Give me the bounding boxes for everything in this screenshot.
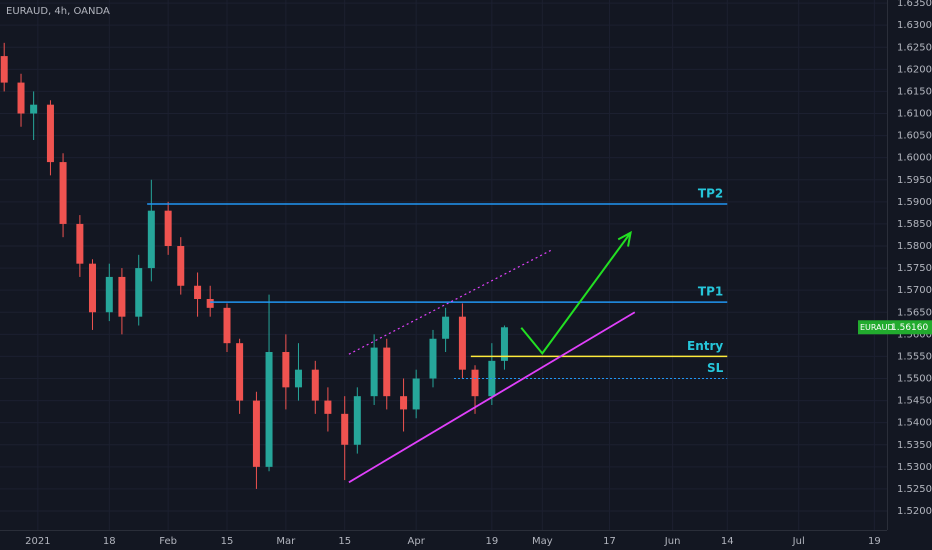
candle-body: [17, 82, 25, 114]
y-tick-label: 1.60000: [897, 153, 932, 164]
y-tick-label: 1.57500: [897, 263, 932, 274]
y-tick-label: 1.61500: [897, 86, 932, 97]
candle-body: [400, 396, 408, 410]
candle-body: [46, 104, 54, 163]
last-price-tag: [888, 320, 932, 335]
x-tick-label: 19: [868, 536, 881, 547]
y-tick-label: 1.52000: [897, 506, 932, 517]
trendline: [348, 311, 636, 484]
y-tick-label: 1.55500: [897, 351, 932, 362]
x-tick-label: Jun: [664, 536, 681, 547]
plot: TP2 TP1 Entry SL: [0, 42, 728, 489]
candle-body: [265, 352, 273, 467]
x-tick-label: Jul: [792, 536, 805, 547]
y-tick-label: 1.61000: [897, 109, 932, 120]
x-tick-label: 14: [721, 536, 734, 547]
y-tick-label: 1.63500: [897, 0, 932, 9]
y-tick-label: 1.62000: [897, 64, 932, 75]
y-tick-label: 1.58000: [897, 241, 932, 252]
candle-body: [412, 378, 420, 410]
candle-body: [429, 338, 437, 379]
candle-body: [236, 343, 244, 401]
y-tick-label: 1.62500: [897, 42, 932, 53]
arrow-head: [617, 230, 632, 247]
x-tick-label: 19: [485, 536, 498, 547]
level-label: TP2: [698, 187, 723, 201]
forecast-arrow: [520, 232, 632, 355]
candle-body: [442, 316, 450, 339]
candle-body: [59, 162, 67, 224]
candle-body: [223, 307, 231, 344]
y-tick-label: 1.52500: [897, 484, 932, 495]
symbol-tag: [858, 320, 888, 335]
candle-body: [370, 347, 378, 397]
y-tick-label: 1.53500: [897, 440, 932, 451]
x-tick-label: 18: [103, 536, 116, 547]
level-label: Entry: [687, 339, 723, 353]
candle-body: [294, 369, 302, 388]
candle-body: [458, 316, 466, 370]
candle-body: [147, 210, 155, 269]
x-tick-label: Mar: [276, 536, 296, 547]
x-tick-label: 17: [603, 536, 616, 547]
candle-body: [341, 413, 349, 445]
y-tick-label: 1.59000: [897, 197, 932, 208]
level-label: TP1: [698, 285, 723, 299]
y-tick-label: 1.60500: [897, 131, 932, 142]
y-tick-label: 1.54500: [897, 396, 932, 407]
candle-body: [500, 327, 508, 361]
x-tick-label: Apr: [408, 536, 426, 547]
x-tick-label: 15: [221, 536, 234, 547]
y-tick-label: 1.58500: [897, 219, 932, 230]
candle-body: [282, 352, 290, 388]
chart-title: EURAUD, 4h, OANDA: [6, 6, 110, 17]
candle-body: [252, 400, 260, 467]
candle-body: [76, 223, 84, 264]
candle-body: [471, 369, 479, 397]
x-tick-label: 2021: [25, 536, 50, 547]
x-tick-label: May: [532, 536, 553, 547]
y-tick-label: 1.55000: [897, 374, 932, 385]
symbol-label: EURAUD: [860, 323, 894, 332]
candle-body: [118, 276, 126, 317]
candle-body: [177, 246, 185, 286]
candle-body: [353, 396, 361, 445]
candle-body: [324, 400, 332, 414]
candle-body: [0, 56, 8, 83]
y-tick-label: 1.53000: [897, 462, 932, 473]
x-tick-label: 15: [338, 536, 351, 547]
y-tick-label: 1.54000: [897, 418, 932, 429]
candle-body: [30, 104, 38, 114]
candle-body: [164, 210, 172, 247]
y-tick-label: 1.59500: [897, 175, 932, 186]
candle-body: [383, 347, 391, 397]
candle-body: [194, 285, 202, 300]
last-price-label: 1.56160: [891, 323, 928, 333]
level-label: SL: [707, 361, 724, 375]
candle-body: [311, 369, 319, 401]
candle-body: [135, 268, 143, 317]
candle-body: [105, 276, 113, 313]
y-tick-label: 1.63000: [897, 20, 932, 31]
y-tick-label: 1.57000: [897, 285, 932, 296]
x-tick-label: Feb: [159, 536, 177, 547]
y-tick-label: 1.56500: [897, 307, 932, 318]
y-tick-label: 1.56000: [897, 329, 932, 340]
candle-body: [206, 299, 214, 308]
axes: 1.52000 1.52500 1.53000 1.53500 1.54000 1.545…: [25, 0, 932, 547]
candle-body: [88, 263, 96, 313]
